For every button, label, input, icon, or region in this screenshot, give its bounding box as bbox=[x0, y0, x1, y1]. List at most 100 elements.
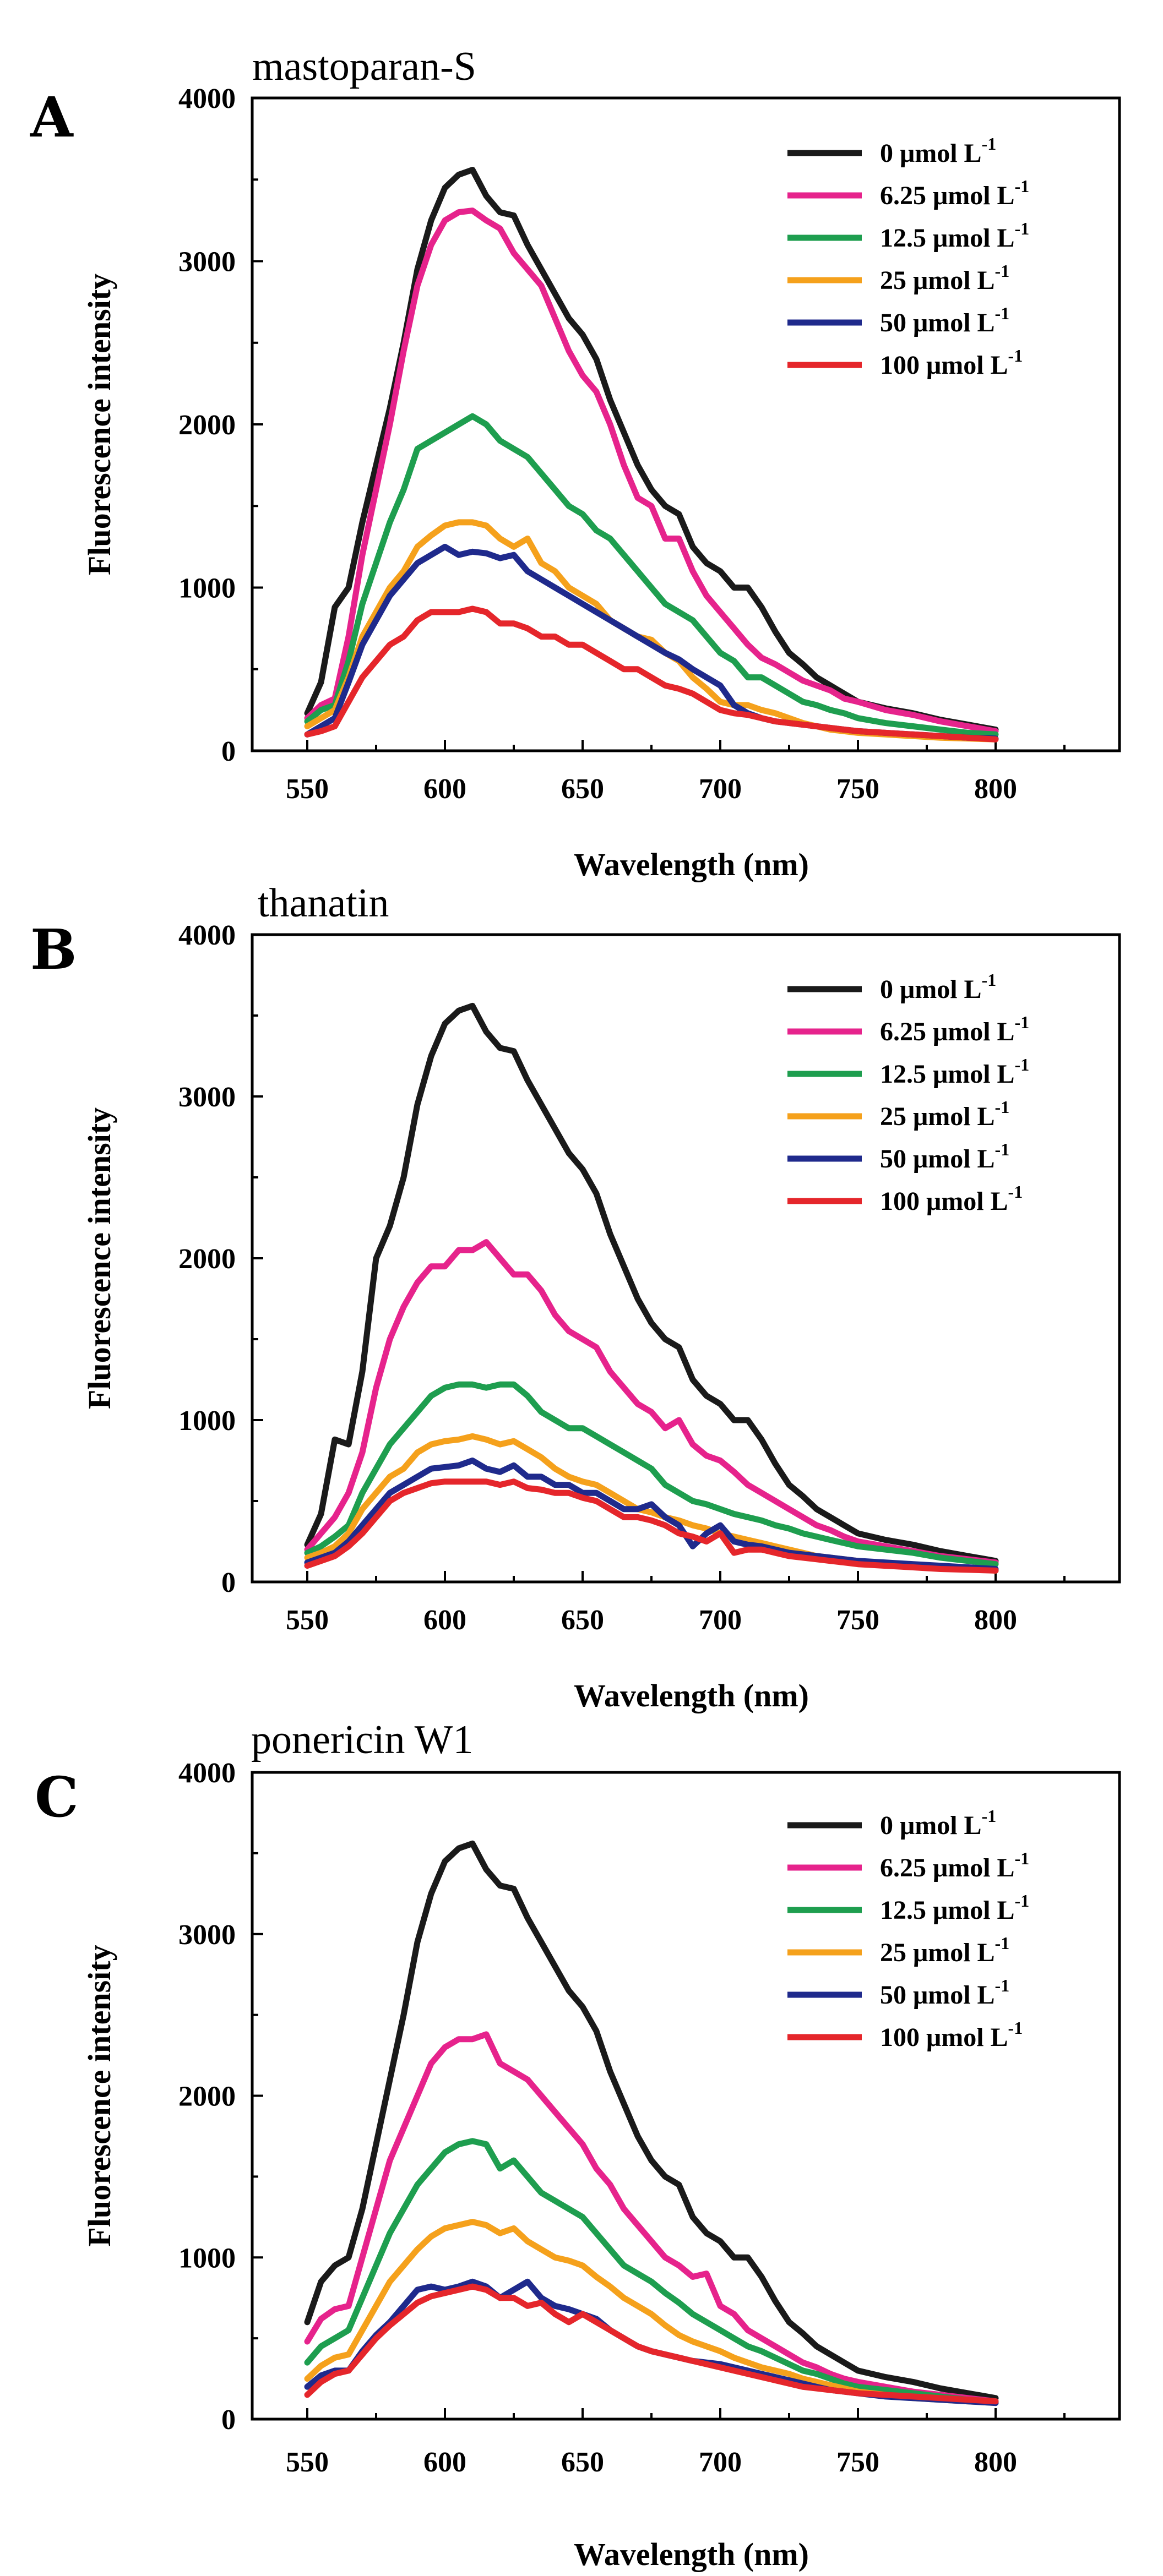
x-tick-label: 550 bbox=[286, 2447, 329, 2478]
y-tick-label: 4000 bbox=[178, 83, 236, 114]
series-line-0 bbox=[304, 1840, 999, 2402]
y-tick-label: 1000 bbox=[178, 1405, 236, 1437]
legend-exponent: -1 bbox=[1015, 1055, 1030, 1074]
legend-label: 12.5 μmol L-1 bbox=[880, 219, 1029, 253]
series-line-6-25 bbox=[304, 2031, 999, 2405]
panel-letter: A bbox=[30, 85, 74, 150]
legend-label: 0 μmol L-1 bbox=[880, 134, 996, 168]
x-axis-label: Wavelength (nm) bbox=[574, 2536, 809, 2572]
legend-label: 12.5 μmol L-1 bbox=[880, 1891, 1029, 1925]
legend-exponent: -1 bbox=[982, 134, 997, 154]
x-tick-label: 650 bbox=[561, 2447, 604, 2478]
legend-label: 50 μmol L-1 bbox=[880, 1975, 1009, 2010]
legend-exponent: -1 bbox=[1008, 2018, 1023, 2038]
legend-exponent: -1 bbox=[995, 303, 1010, 323]
y-axis-label: Fluorescence intensity bbox=[81, 274, 117, 575]
y-tick-label: 4000 bbox=[178, 1758, 236, 1789]
legend-exponent: -1 bbox=[982, 970, 997, 990]
series-line-100 bbox=[304, 1478, 999, 1574]
legend-label: 25 μmol L-1 bbox=[880, 1933, 1009, 1967]
legend-label: 100 μmol L-1 bbox=[880, 346, 1023, 380]
legend-exponent: -1 bbox=[995, 1139, 1010, 1159]
series-line-25 bbox=[304, 2219, 999, 2406]
x-tick-label: 600 bbox=[423, 1604, 466, 1636]
series-line-6-25 bbox=[304, 208, 999, 734]
x-tick-label: 550 bbox=[286, 1604, 329, 1636]
legend-exponent: -1 bbox=[1008, 346, 1023, 365]
x-tick-label: 650 bbox=[561, 773, 604, 805]
x-tick-label: 700 bbox=[699, 1604, 742, 1636]
x-axis-label: Wavelength (nm) bbox=[574, 1678, 809, 1713]
y-tick-label: 1000 bbox=[178, 2242, 236, 2274]
y-axis-label: Fluorescence intensity bbox=[81, 1945, 117, 2246]
legend-exponent: -1 bbox=[995, 261, 1010, 281]
legend-exponent: -1 bbox=[995, 1097, 1010, 1117]
legend-exponent: -1 bbox=[1015, 1848, 1030, 1868]
x-tick-label: 800 bbox=[974, 2447, 1017, 2478]
series-line-100 bbox=[304, 2283, 999, 2405]
legend-exponent: -1 bbox=[982, 1806, 997, 1826]
legend-label: 100 μmol L-1 bbox=[880, 1182, 1023, 1216]
y-tick-label: 4000 bbox=[178, 920, 236, 951]
y-tick-label: 2000 bbox=[178, 410, 236, 441]
legend-label: 6.25 μmol L-1 bbox=[880, 176, 1029, 210]
legend-label: 25 μmol L-1 bbox=[880, 1097, 1009, 1131]
x-tick-label: 550 bbox=[286, 773, 329, 805]
y-tick-label: 0 bbox=[221, 2404, 236, 2436]
series-line-6-25 bbox=[304, 1239, 999, 1566]
x-tick-label: 800 bbox=[974, 773, 1017, 805]
legend-label: 6.25 μmol L-1 bbox=[880, 1848, 1029, 1882]
legend-label: 6.25 μmol L-1 bbox=[880, 1012, 1029, 1046]
x-axis-label: Wavelength (nm) bbox=[574, 847, 809, 882]
series-line-0 bbox=[304, 1002, 999, 1564]
legend-exponent: -1 bbox=[1008, 1182, 1023, 1202]
panel-title: mastoparan-S bbox=[252, 44, 476, 89]
legend-exponent: -1 bbox=[1015, 176, 1030, 196]
legend-exponent: -1 bbox=[1015, 1012, 1030, 1032]
x-tick-label: 650 bbox=[561, 1604, 604, 1636]
legend: 0 μmol L-1 6.25 μmol L-1 12.5 μmol L-1 25 μ… bbox=[787, 970, 1029, 1216]
legend-label: 12.5 μmol L-1 bbox=[880, 1055, 1029, 1089]
legend-label: 0 μmol L-1 bbox=[880, 970, 996, 1004]
y-axis-label: Fluorescence intensity bbox=[81, 1107, 117, 1409]
y-tick-label: 3000 bbox=[178, 1919, 236, 1951]
x-tick-label: 700 bbox=[699, 2447, 742, 2478]
legend-label: 50 μmol L-1 bbox=[880, 303, 1009, 337]
legend-label: 25 μmol L-1 bbox=[880, 261, 1009, 295]
y-tick-label: 0 bbox=[221, 1567, 236, 1598]
x-tick-label: 750 bbox=[836, 2447, 879, 2478]
legend: 0 μmol L-1 6.25 μmol L-1 12.5 μmol L-1 25 μ… bbox=[787, 134, 1029, 380]
y-tick-label: 1000 bbox=[178, 573, 236, 604]
y-tick-label: 3000 bbox=[178, 247, 236, 278]
y-tick-label: 2000 bbox=[178, 1243, 236, 1275]
series-line-50 bbox=[304, 1458, 999, 1572]
x-tick-label: 600 bbox=[423, 2447, 466, 2478]
panel-letter: C bbox=[35, 1765, 79, 1830]
y-tick-label: 0 bbox=[221, 736, 236, 767]
x-tick-label: 800 bbox=[974, 1604, 1017, 1636]
panel-title: thanatin bbox=[258, 881, 389, 926]
legend-exponent: -1 bbox=[1015, 1891, 1030, 1911]
series-line-12-5 bbox=[304, 2138, 999, 2405]
legend-label: 0 μmol L-1 bbox=[880, 1806, 996, 1840]
legend-exponent: -1 bbox=[1015, 219, 1030, 238]
series-line-50 bbox=[304, 2278, 999, 2406]
legend-exponent: -1 bbox=[995, 1975, 1010, 1995]
y-tick-label: 2000 bbox=[178, 2081, 236, 2113]
x-tick-label: 700 bbox=[699, 773, 742, 805]
legend-label: 100 μmol L-1 bbox=[880, 2018, 1023, 2052]
legend-exponent: -1 bbox=[995, 1933, 1010, 1953]
series-line-12-5 bbox=[304, 413, 999, 738]
panel-title: ponericin W1 bbox=[251, 1717, 473, 1762]
x-tick-label: 750 bbox=[836, 1604, 879, 1636]
x-tick-label: 600 bbox=[423, 773, 466, 805]
legend-label: 50 μmol L-1 bbox=[880, 1139, 1009, 1174]
panel-letter: B bbox=[30, 917, 77, 982]
series-line-100 bbox=[304, 605, 999, 743]
legend: 0 μmol L-1 6.25 μmol L-1 12.5 μmol L-1 25 μ… bbox=[787, 1806, 1029, 2052]
series-line-12-5 bbox=[304, 1381, 999, 1568]
